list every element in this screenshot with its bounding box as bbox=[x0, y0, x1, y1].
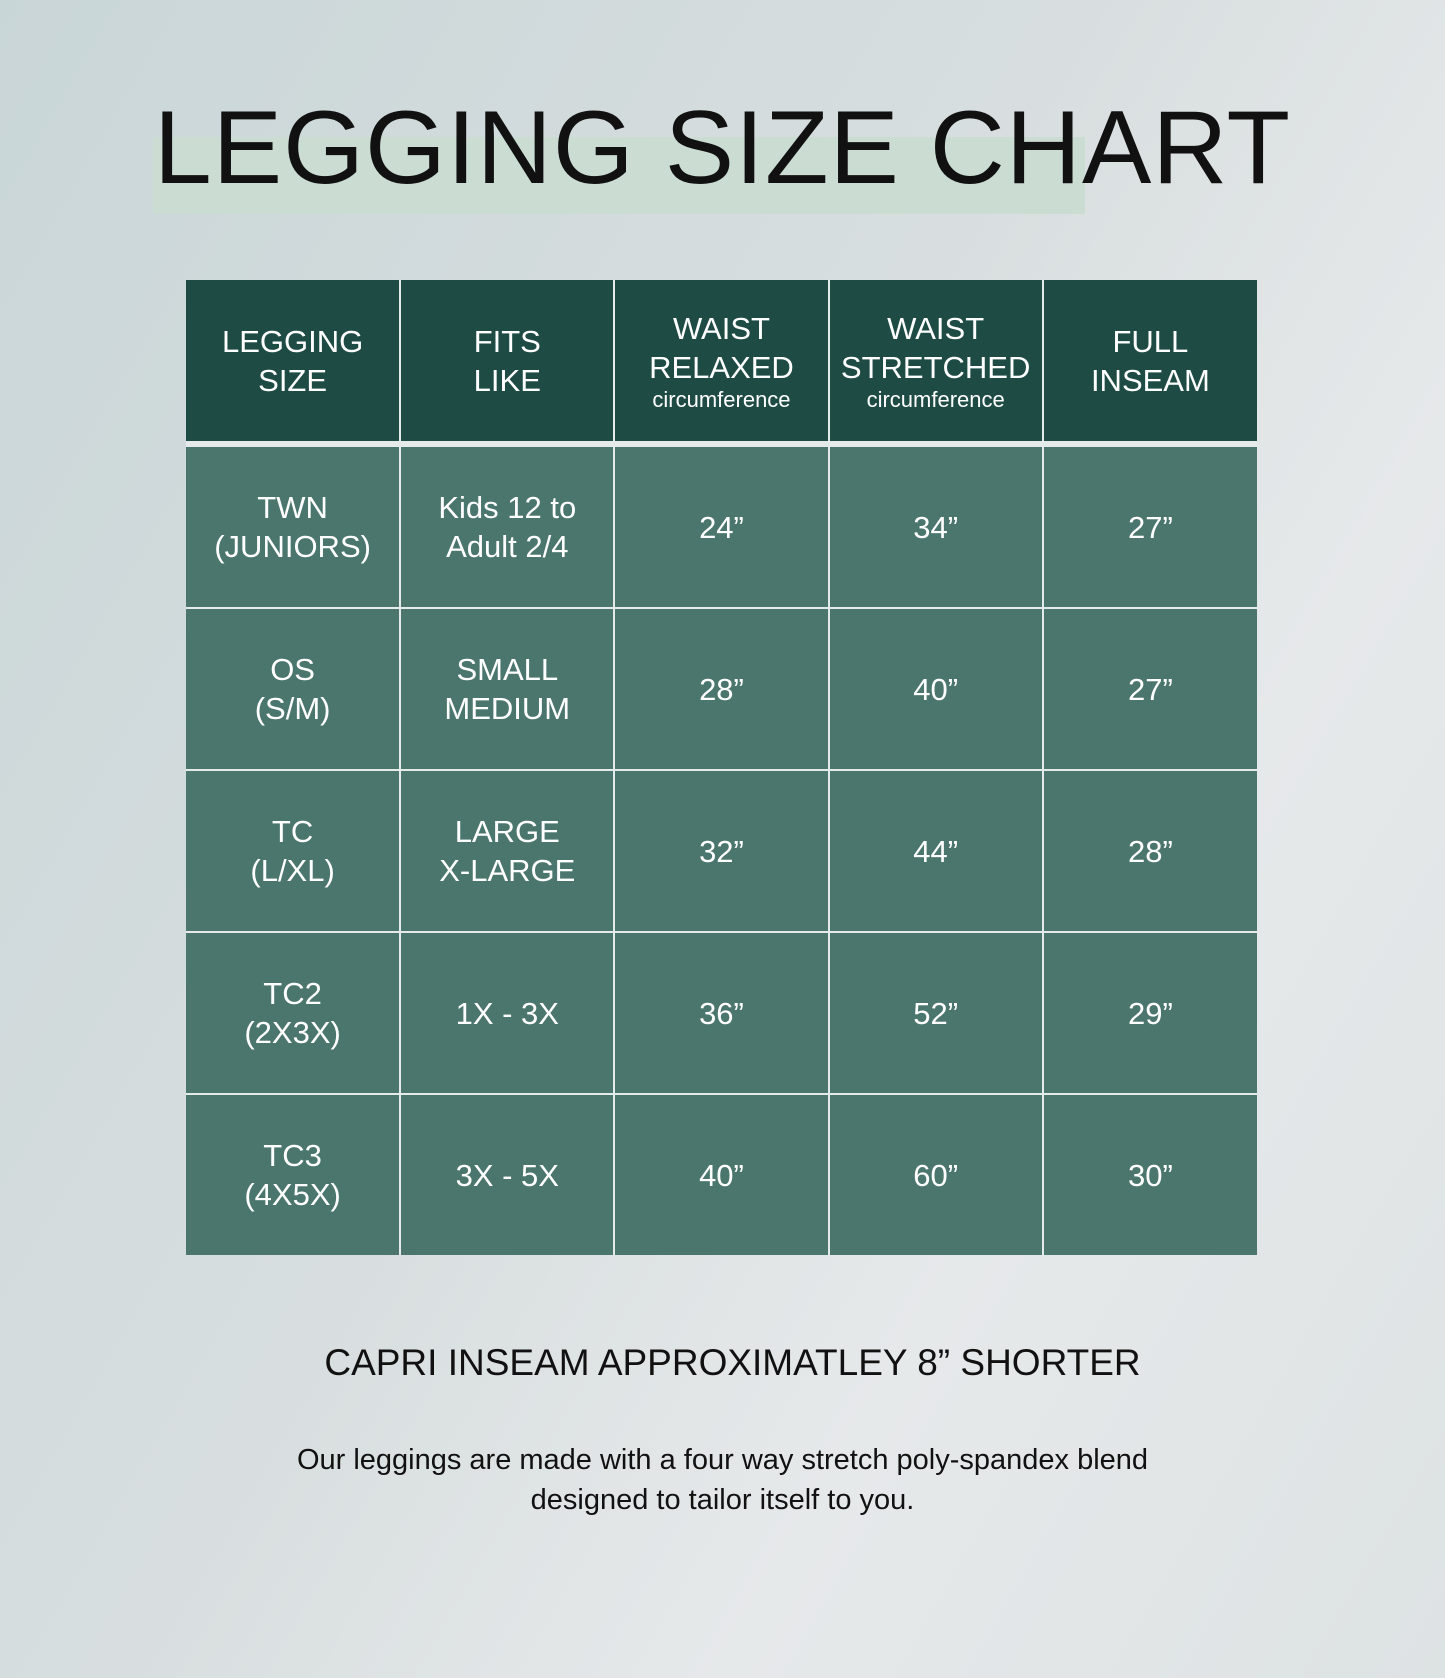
cell-waist-stretched: 44” bbox=[827, 769, 1044, 933]
description: Our leggings are made with a four way st… bbox=[0, 1440, 1445, 1520]
header-sub: circumference bbox=[652, 386, 791, 412]
cell-line: TC bbox=[271, 814, 314, 849]
cell-line: (4X5X) bbox=[244, 1177, 341, 1212]
cell-line: SMALL bbox=[456, 652, 559, 687]
column-header: LEGGING SIZE bbox=[186, 280, 402, 447]
cell-line: (JUNIORS) bbox=[214, 529, 371, 564]
header-row: LEGGING SIZE FITS LIKE WAIST RELAXED circumfer… bbox=[186, 280, 1257, 447]
description-line: designed to tailor itself to you. bbox=[530, 1484, 915, 1516]
cell-fits-like: Kids 12 to Adult 2/4 bbox=[399, 443, 616, 609]
header-line: WAIST bbox=[887, 310, 985, 346]
capri-note: CAPRI INSEAM APPROXIMATLEY 8” SHORTER bbox=[324, 1342, 1141, 1383]
cell-full-inseam: 27” bbox=[1041, 443, 1257, 609]
header-line: FULL bbox=[1112, 323, 1189, 359]
cell-line: MEDIUM bbox=[444, 691, 571, 726]
header-line: SIZE bbox=[258, 362, 328, 398]
cell-line: TWN bbox=[257, 490, 328, 525]
cell-size: OS (S/M) bbox=[186, 607, 402, 771]
cell-fits-like: LARGE X-LARGE bbox=[399, 769, 616, 933]
header-line: LEGGING bbox=[221, 323, 364, 359]
cell-full-inseam: 27” bbox=[1041, 607, 1257, 771]
cell-line: 3X - 5X bbox=[455, 1157, 559, 1193]
cell-fits-like: 1X - 3X bbox=[399, 931, 616, 1095]
cell-line: Kids 12 to bbox=[438, 490, 577, 525]
table-row: OS (S/M) SMALL MEDIUM 28” 40” 27” bbox=[186, 607, 1257, 771]
column-header: WAIST RELAXED circumference bbox=[613, 280, 830, 447]
cell-fits-like: 3X - 5X bbox=[399, 1093, 616, 1255]
column-header: FITS LIKE bbox=[399, 280, 616, 447]
header-line: RELAXED bbox=[649, 349, 794, 385]
cell-line: 1X - 3X bbox=[455, 995, 559, 1031]
cell-line: (L/XL) bbox=[250, 853, 335, 888]
column-header: FULL INSEAM bbox=[1041, 280, 1257, 447]
cell-size: TC (L/XL) bbox=[186, 769, 402, 933]
cell-line: OS bbox=[270, 652, 315, 687]
table-row: TC (L/XL) LARGE X-LARGE 32” 44” 28” bbox=[186, 769, 1257, 933]
cell-size: TWN (JUNIORS) bbox=[186, 443, 402, 609]
cell-waist-stretched: 52” bbox=[827, 931, 1044, 1095]
cell-line: LARGE bbox=[454, 814, 560, 849]
description-line: Our leggings are made with a four way st… bbox=[296, 1444, 1149, 1476]
cell-waist-relaxed: 32” bbox=[613, 769, 830, 933]
cell-waist-relaxed: 28” bbox=[613, 607, 830, 771]
cell-line: Adult 2/4 bbox=[446, 529, 569, 564]
header-line: LIKE bbox=[473, 362, 541, 398]
cell-fits-like: SMALL MEDIUM bbox=[399, 607, 616, 771]
cell-line: TC3 bbox=[263, 1138, 322, 1173]
cell-size: TC3 (4X5X) bbox=[186, 1093, 402, 1255]
cell-line: (2X3X) bbox=[244, 1015, 341, 1050]
header-line: FITS bbox=[473, 323, 541, 359]
table-row: TC2 (2X3X) 1X - 3X 36” 52” 29” bbox=[186, 931, 1257, 1095]
header-line: INSEAM bbox=[1090, 362, 1210, 398]
cell-line: (S/M) bbox=[254, 691, 331, 726]
cell-waist-relaxed: 40” bbox=[613, 1093, 830, 1255]
cell-size: TC2 (2X3X) bbox=[186, 931, 402, 1095]
cell-line: TC2 bbox=[263, 976, 322, 1011]
page-title: LEGGING SIZE CHART bbox=[153, 90, 1292, 206]
cell-line: X-LARGE bbox=[439, 853, 576, 888]
cell-full-inseam: 28” bbox=[1041, 769, 1257, 933]
header-line: STRETCHED bbox=[840, 349, 1031, 385]
table-row: TC3 (4X5X) 3X - 5X 40” 60” 30” bbox=[186, 1093, 1257, 1255]
cell-waist-relaxed: 36” bbox=[613, 931, 830, 1095]
cell-waist-relaxed: 24” bbox=[613, 443, 830, 609]
header-sub: circumference bbox=[866, 386, 1005, 412]
title-highlight bbox=[153, 137, 1085, 214]
cell-waist-stretched: 40” bbox=[827, 607, 1044, 771]
cell-full-inseam: 29” bbox=[1041, 931, 1257, 1095]
column-header: WAIST STRETCHED circumference bbox=[827, 280, 1044, 447]
cell-waist-stretched: 34” bbox=[827, 443, 1044, 609]
table-row: TWN (JUNIORS) Kids 12 to Adult 2/4 24” 34”… bbox=[186, 443, 1257, 609]
header-line: WAIST bbox=[672, 310, 770, 346]
size-table: LEGGING SIZE FITS LIKE WAIST RELAXED circumfer… bbox=[186, 280, 1257, 1255]
cell-waist-stretched: 60” bbox=[827, 1093, 1044, 1255]
cell-full-inseam: 30” bbox=[1041, 1093, 1257, 1255]
